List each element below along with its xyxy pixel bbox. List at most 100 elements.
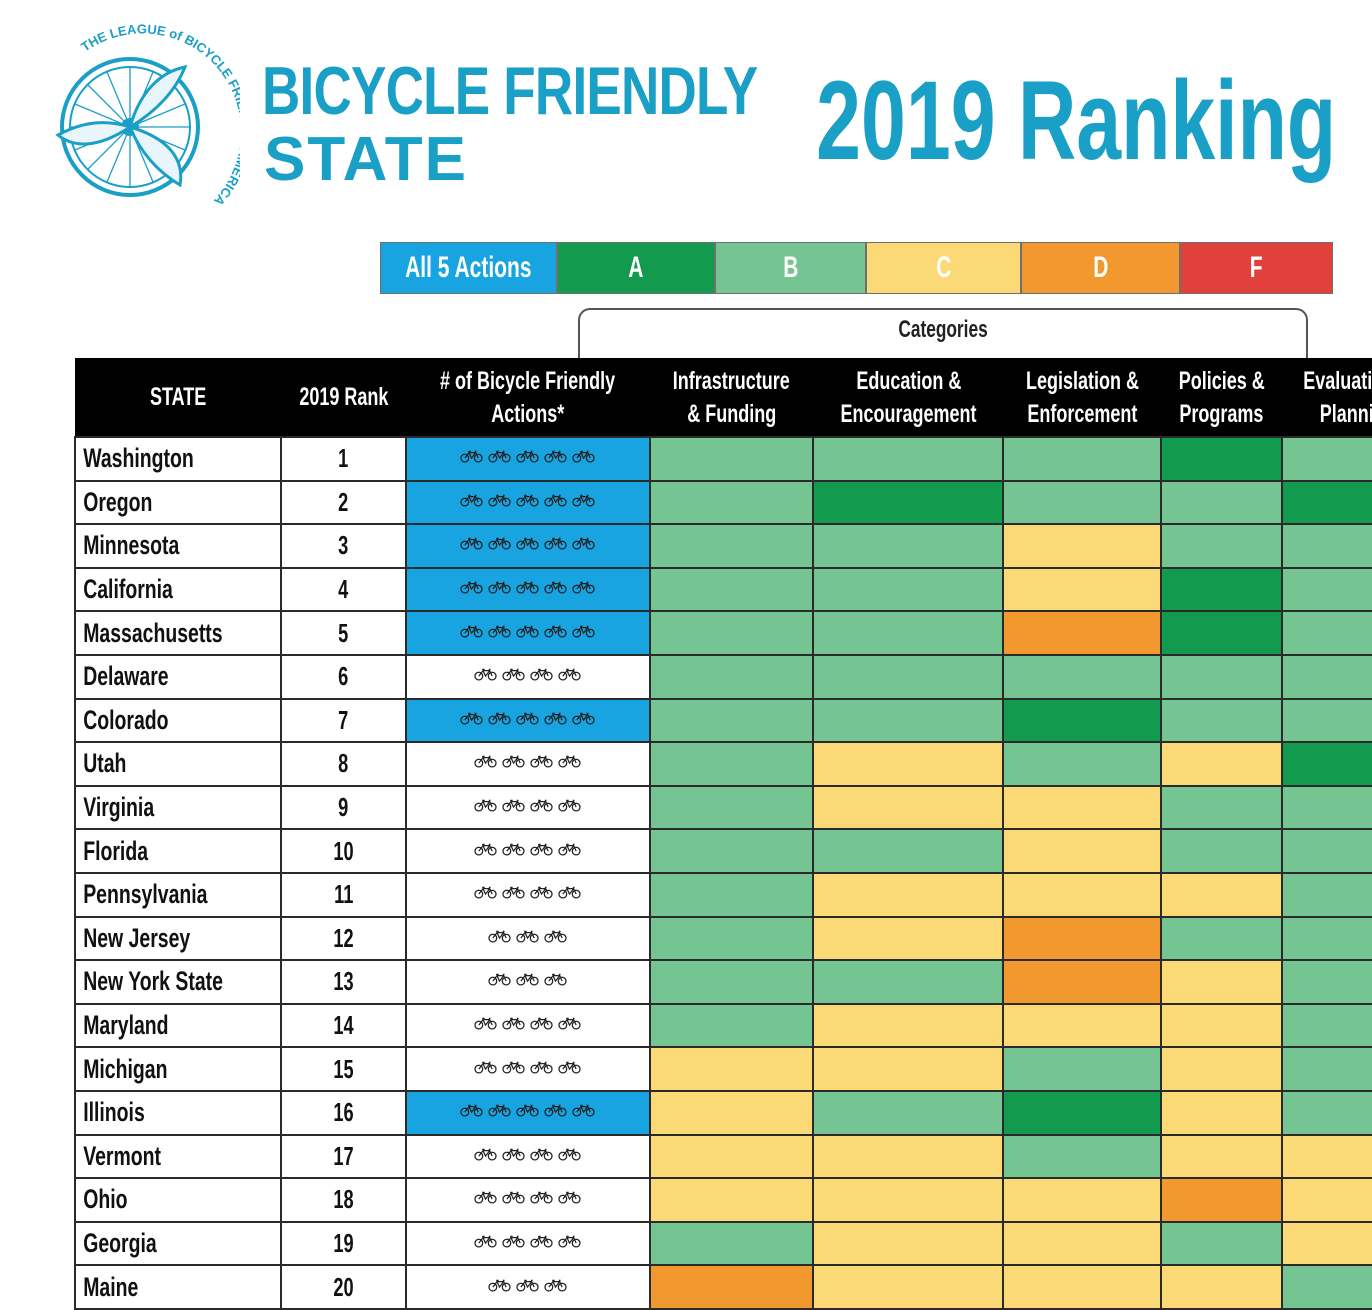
bicycle-icon: [516, 451, 539, 463]
grade-cell: [1002, 1089, 1163, 1136]
grade-cell: [648, 1046, 815, 1092]
bicycle-icon: [460, 494, 483, 507]
bicycle-actions: [404, 653, 651, 700]
grade-cell: [1280, 523, 1372, 569]
ranking-table: STATE 2019 Rank # of Bicycle Friendly Act…: [73, 358, 1372, 1310]
col-header-evaluation: Evaluation &Planning: [1281, 358, 1372, 438]
bicycle-icon: [460, 451, 483, 463]
bicycle-actions: [404, 436, 651, 482]
state-name: Vermont: [73, 1133, 283, 1180]
state-name: Maine: [73, 1264, 283, 1310]
grade-cell: [1002, 915, 1163, 962]
grade-cell: [1002, 1133, 1163, 1180]
legend-grade-d: D: [1021, 242, 1180, 294]
state-name: Michigan: [73, 1046, 283, 1092]
table-row: Vermont 17: [73, 1133, 1372, 1180]
bicycle-actions: [404, 1133, 651, 1180]
grade-cell: [1002, 871, 1163, 918]
bicycle-icon: [502, 1192, 525, 1204]
bicycle-actions: [404, 697, 651, 744]
bicycle-actions: [404, 741, 651, 787]
grade-cell: [1160, 959, 1283, 1005]
col-header-education: Education & Encouragement: [812, 358, 1004, 438]
state-name: Washington: [73, 436, 283, 482]
state-rank: 3: [280, 523, 407, 569]
bicycle-icon: [502, 756, 525, 768]
bicycle-icon: [530, 843, 553, 856]
grade-cell: [1280, 1133, 1372, 1180]
bicycle-icon: [488, 930, 511, 943]
table-row: Delaware 6: [73, 653, 1372, 700]
bicycle-icon: [516, 974, 539, 986]
state-rank: 6: [280, 653, 407, 700]
bicycle-icon: [558, 1148, 581, 1161]
grade-cell: [1002, 1264, 1163, 1310]
bicycle-icon: [516, 930, 539, 943]
bicycle-icon: [544, 930, 567, 943]
grade-cell: [1160, 784, 1283, 831]
ranking-title: 2019 Ranking: [816, 58, 1336, 183]
bicycle-icon: [502, 1061, 525, 1074]
state-name: Delaware: [73, 653, 283, 700]
col-header-actions: # of Bicycle Friendly Actions*: [405, 358, 651, 438]
state-name: New York State: [73, 959, 283, 1005]
state-name: Illinois: [73, 1089, 283, 1136]
grade-cell: [648, 915, 815, 962]
grade-cell: [812, 566, 1005, 613]
bicycle-icon: [474, 669, 497, 681]
bicycle-icon: [516, 1279, 539, 1292]
legend-grade-a: A: [557, 242, 715, 294]
grade-cell: [1280, 653, 1372, 700]
bicycle-icon: [488, 974, 511, 986]
bicycle-icon: [502, 1235, 525, 1248]
bicycle-icon: [544, 451, 567, 463]
grade-cell: [1002, 784, 1163, 831]
grade-cell: [648, 871, 815, 918]
state-rank: 17: [280, 1133, 407, 1180]
bicycle-icon: [488, 581, 511, 594]
state-rank: 12: [280, 915, 407, 962]
grade-cell: [1280, 871, 1372, 918]
grade-cell: [1160, 566, 1283, 613]
grade-cell: [1160, 1264, 1283, 1310]
grade-cell: [1280, 784, 1372, 831]
state-name: Florida: [73, 828, 283, 874]
state-rank: 10: [280, 828, 407, 874]
grade-cell: [648, 653, 815, 700]
bicycle-icon: [474, 756, 497, 768]
state-name: Georgia: [73, 1220, 283, 1267]
table-row: Ohio 18: [73, 1177, 1372, 1223]
bicycle-icon: [572, 581, 595, 594]
bicycle-icon: [530, 887, 553, 899]
grade-cell: [1002, 1177, 1163, 1223]
table-row: Florida 10: [73, 828, 1372, 874]
bicycle-actions: [404, 1089, 651, 1136]
grade-cell: [812, 1177, 1005, 1223]
bicycle-icon: [502, 887, 525, 899]
bicycle-icon: [488, 712, 511, 725]
state-rank: 7: [280, 697, 407, 744]
col-header-legislation: Legislation & Enforcement: [1002, 358, 1162, 438]
grade-cell: [1002, 610, 1163, 656]
bicycle-icon: [488, 494, 511, 507]
bicycle-icon: [572, 538, 595, 551]
bicycle-icon: [502, 799, 525, 812]
state-rank: 18: [280, 1177, 407, 1223]
bicycle-icon: [488, 538, 511, 551]
grade-cell: [648, 784, 815, 831]
bicycle-icon: [572, 625, 595, 638]
grade-cell: [648, 1220, 815, 1267]
table-row: Georgia 19: [73, 1220, 1372, 1267]
state-rank: 13: [280, 959, 407, 1005]
bicycle-icon: [460, 538, 483, 551]
bicycle-icon: [530, 1061, 553, 1074]
bicycle-icon: [516, 1104, 539, 1117]
bicycle-icon: [558, 843, 581, 856]
bicycle-icon: [544, 581, 567, 594]
bicycle-icon: [488, 1279, 511, 1292]
table-row: Pennsylvania 11: [73, 871, 1372, 918]
grade-cell: [812, 1133, 1005, 1180]
grade-cell: [1280, 697, 1372, 744]
grade-cell: [648, 1133, 815, 1180]
grade-cell: [1160, 697, 1283, 744]
